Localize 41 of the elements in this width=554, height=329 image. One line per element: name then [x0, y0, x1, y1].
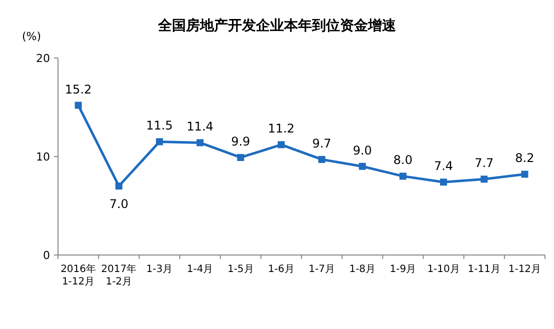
x-tick-label: 1-4月: [186, 264, 214, 275]
point: [196, 139, 204, 146]
point: [237, 154, 244, 161]
x-tick-label: 1-10月: [427, 264, 460, 275]
chart-title: 全国房地产开发企业本年到位资金增速: [157, 17, 397, 34]
x-tick-label: 1-6月: [268, 264, 294, 275]
point: [358, 162, 366, 170]
point: [440, 178, 448, 186]
x-tick-label: 1-11月: [468, 264, 500, 275]
data-label: 11.2: [268, 122, 295, 136]
x-tick-label: 1-9月: [390, 264, 416, 275]
x-tick-label: 1-5月: [227, 264, 254, 275]
data-label: 11.4: [186, 120, 214, 134]
x-tick-label: 1-3月: [146, 264, 173, 275]
point: [278, 141, 285, 148]
y-tick-label: 20: [36, 52, 50, 65]
data-label: 15.2: [64, 82, 92, 96]
point: [156, 138, 163, 146]
data-label: 7.7: [474, 156, 494, 170]
y-tick-label: 10: [36, 150, 50, 164]
x-tick-label: 2016年 1-12月: [60, 263, 96, 288]
data-label: 9.7: [312, 136, 332, 150]
data-label: 7.0: [109, 197, 128, 212]
point: [115, 182, 122, 190]
y-axis-title: (%): [22, 30, 42, 43]
point: [318, 156, 326, 163]
y-tick-label: 0: [43, 249, 50, 262]
data-label: 7.4: [434, 159, 454, 174]
data-label: 11.5: [146, 118, 173, 133]
data-label: 8.0: [393, 153, 413, 168]
x-tick-label: 1-12月: [508, 264, 542, 275]
data-label: 9.0: [352, 143, 372, 158]
point: [399, 172, 406, 180]
x-tick-label: 2017年 1-2月: [101, 263, 137, 288]
data-label: 8.2: [515, 151, 534, 166]
data-label: 9.9: [231, 134, 250, 148]
x-tick-label: 1-7月: [308, 264, 335, 275]
x-tick-label: 1-8月: [349, 264, 376, 275]
point: [74, 102, 82, 109]
point: [521, 170, 528, 178]
point: [480, 176, 488, 183]
